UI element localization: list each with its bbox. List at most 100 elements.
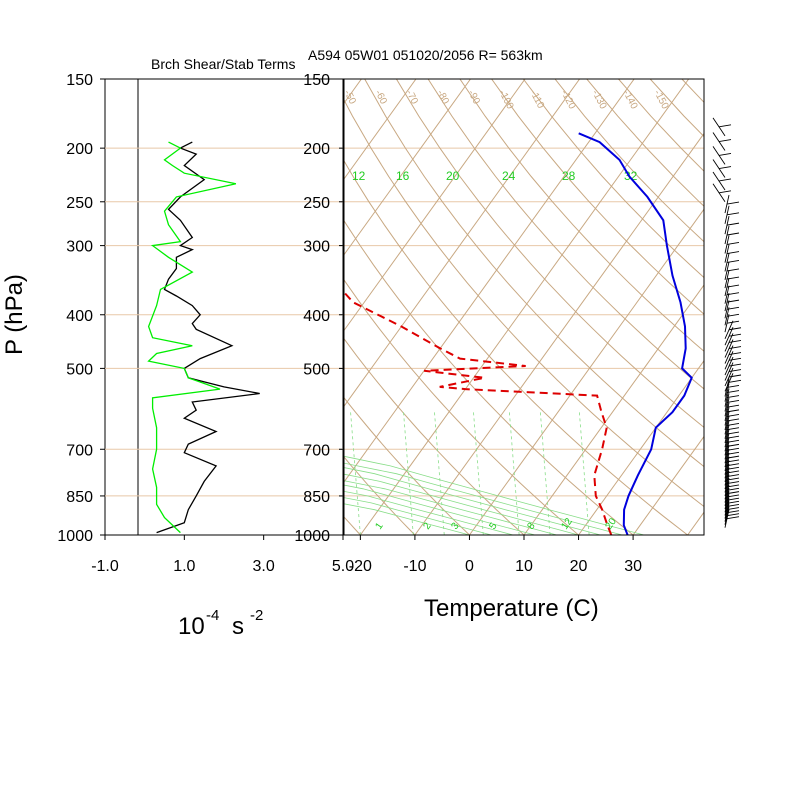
wind-barb-flag (728, 357, 742, 361)
moist-adiabat (344, 467, 601, 535)
wind-barb (724, 393, 740, 412)
wind-barb (712, 183, 732, 203)
left-x-tick-label: -1.0 (91, 558, 119, 575)
right-y-tick-label: 1000 (294, 528, 330, 545)
moist-adiabat-label: 24 (502, 169, 516, 183)
wind-barbs (712, 117, 742, 528)
dry-adiabat (344, 278, 579, 535)
left-x-unit-label: 10 -4 s -2 (178, 607, 263, 640)
wind-barb-flag (718, 124, 732, 128)
wind-barb-flag (728, 340, 742, 343)
mixing-ratio-line (403, 412, 414, 535)
mixing-ratio-line (350, 412, 361, 535)
isotherm-line (0, 79, 198, 535)
left-x-unit-base: 10 (178, 613, 205, 640)
wind-barb-flag (726, 500, 740, 504)
mixing-ratio-label: 1 (373, 520, 385, 531)
isotherm-line (344, 79, 635, 483)
wind-barb (724, 362, 742, 381)
isotherm-label: -70 (403, 88, 420, 106)
wind-barb (724, 327, 742, 346)
isotherm-label: -120 (558, 88, 577, 111)
wind-barb (724, 378, 740, 397)
wind-barb-flag (726, 399, 740, 403)
moist-adiabat-label: 20 (446, 169, 460, 183)
wind-barb-flag (728, 346, 742, 350)
isotherm-line (0, 79, 252, 535)
left-grid (105, 147, 343, 497)
wind-barb-flag (726, 504, 740, 507)
wind-barb (724, 398, 740, 417)
moist-adiabat (344, 480, 557, 535)
wind-barb (724, 205, 740, 224)
mixing-ratio-label: 8 (525, 520, 537, 531)
wind-barb-flag (726, 242, 740, 245)
left-x-tick-label: 3.0 (253, 558, 275, 575)
left-y-tick-label: 300 (66, 239, 93, 256)
dry-adiabat (395, 79, 704, 429)
wind-barb-flag (726, 232, 740, 236)
wind-barb (724, 388, 740, 407)
wind-barb-flag (726, 212, 740, 216)
wind-barb (724, 356, 742, 376)
wind-barb-flag (726, 513, 740, 517)
wind-barb (724, 497, 740, 516)
dry-adiabat (681, 79, 704, 104)
left-panel-frame (104, 78, 344, 536)
mixing-ratio-label: 5 (487, 520, 499, 531)
dry-adiabat (364, 79, 704, 468)
wind-barb-flag (726, 409, 740, 413)
left-y-tick-label: 200 (66, 141, 93, 158)
isotherm-label: -130 (589, 88, 608, 111)
wind-barb (724, 314, 740, 333)
dry-adiabat (344, 219, 634, 535)
wind-barb (724, 487, 740, 507)
left-x-unit-exp2: -2 (250, 607, 263, 624)
wind-barb (724, 345, 742, 364)
mixing-ratio-line (473, 412, 484, 535)
right-y-tick-label: 300 (303, 239, 330, 256)
wind-barb (712, 117, 732, 137)
moist-adiabat-label: 12 (352, 169, 366, 183)
right-grid (0, 79, 800, 535)
isotherm-line (632, 435, 704, 535)
dry-adiabat (344, 98, 704, 508)
wind-barb-flag (726, 494, 740, 498)
wind-barb-flag (726, 385, 740, 388)
wind-barb-flag (718, 178, 732, 182)
dry-adiabat (491, 79, 704, 315)
isotherm-line (359, 79, 690, 535)
right-y-tick-label: 850 (303, 489, 330, 506)
wind-barb-flag (718, 139, 732, 142)
left-x-tick-label: 5.0 (332, 558, 354, 575)
left-y-tick-label: 150 (66, 72, 93, 89)
right-panel-title: A594 05W01 051020/2056 R= 563km (308, 47, 543, 63)
wind-barb (724, 503, 740, 522)
wind-barb (724, 484, 740, 503)
wind-barb (712, 132, 732, 151)
wind-barb-flag (726, 510, 740, 514)
wind-barb (724, 194, 740, 214)
left-y-tick-label: 400 (66, 308, 93, 325)
wind-barb (712, 171, 732, 191)
wind-barb (724, 320, 742, 339)
wind-barb-flag (726, 251, 740, 255)
left-x-ticks: -1.0 1.0 3.0 5.0 (91, 535, 354, 575)
wind-barb (724, 494, 740, 513)
left-series-line-black (156, 141, 260, 534)
right-x-tick-label: 0 (465, 558, 474, 575)
right-x-tick-label: 30 (624, 558, 642, 575)
left-x-tick-label: 1.0 (173, 558, 195, 575)
wind-barb (724, 351, 742, 370)
dry-adiabat (777, 79, 800, 535)
right-x-tick-label: -20 (349, 558, 372, 575)
right-overlay-labels: -50 -60 -70 -80 -90 -100 -110 -120 -130 -140 -1501… (341, 88, 670, 531)
moist-adiabat-label: 28 (562, 169, 576, 183)
dry-adiabat (344, 396, 470, 535)
isotherm-label: -60 (372, 88, 389, 106)
wind-barb-flag (718, 166, 732, 169)
isotherm-line (344, 79, 417, 180)
wind-barb-flag (726, 222, 740, 226)
wind-barb (724, 506, 740, 525)
isotherm-line (523, 284, 704, 535)
